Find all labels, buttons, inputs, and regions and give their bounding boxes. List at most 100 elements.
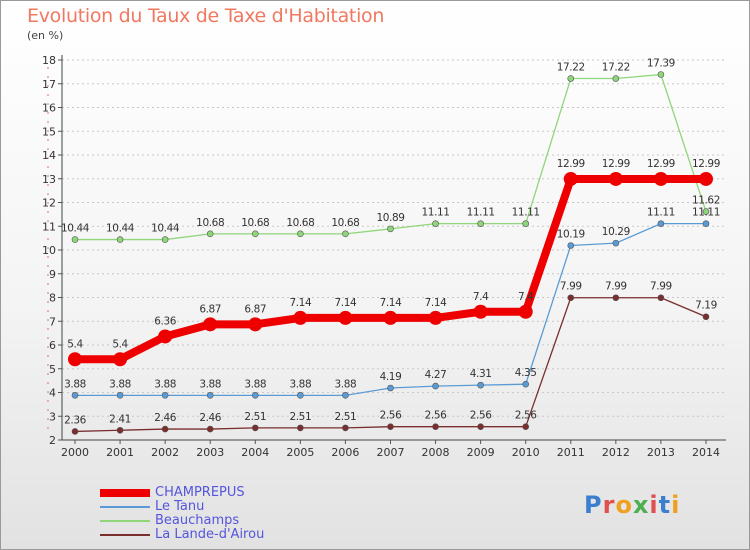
data-label: 10.44: [151, 223, 180, 235]
y-tick-label: 12: [42, 197, 56, 210]
data-label: 10.44: [106, 223, 135, 235]
data-label: 7.19: [695, 300, 717, 312]
series-line: [75, 222, 706, 397]
x-tick-label: 2012: [602, 446, 630, 459]
data-point: [251, 424, 259, 432]
axis-dot: [47, 319, 49, 321]
y-tick-label: 3: [49, 410, 56, 423]
data-label: 12.99: [602, 158, 630, 170]
data-label: 10.68: [196, 217, 224, 229]
data-point: [161, 236, 169, 243]
data-point: [251, 230, 259, 238]
axis-dot: [47, 193, 49, 195]
data-point: [297, 230, 304, 238]
axis-dot: [47, 346, 49, 348]
data-point: [428, 310, 443, 325]
x-tick-label: 2001: [106, 446, 134, 459]
data-label: 2.56: [425, 410, 447, 422]
data-point: [293, 310, 308, 325]
data-point: [387, 423, 394, 431]
data-label: 6.36: [154, 315, 176, 327]
data-point: [477, 220, 484, 227]
legend-swatch: [100, 520, 150, 522]
data-label: 7.14: [425, 297, 447, 309]
data-point: [567, 242, 575, 249]
logo-letter: t: [658, 491, 672, 519]
x-tick-label: 2010: [512, 446, 540, 459]
axis-dot: [47, 265, 49, 267]
data-point: [698, 171, 713, 186]
axis-dot: [47, 247, 49, 249]
axis-dot: [47, 157, 49, 159]
data-label: 2.51: [244, 411, 266, 423]
data-label: 4.19: [380, 371, 402, 383]
y-tick-label: 10: [42, 244, 56, 257]
x-tick-label: 2014: [692, 446, 720, 459]
data-point: [522, 423, 530, 431]
axis-dot: [47, 382, 49, 384]
logo-letter: x: [632, 491, 650, 519]
x-tick-label: 2003: [196, 446, 224, 459]
axis-dot: [47, 400, 49, 402]
data-point: [477, 381, 484, 389]
axis-dot: [47, 139, 49, 141]
data-label: 12.99: [692, 158, 720, 170]
data-label: 2.41: [109, 413, 131, 425]
data-label: 7.14: [380, 297, 402, 309]
data-label: 10.29: [602, 226, 630, 238]
data-point: [161, 425, 169, 433]
y-tick-label: 11: [42, 220, 56, 233]
y-tick-label: 9: [49, 268, 56, 281]
data-point: [522, 380, 530, 388]
data-point: [612, 294, 620, 302]
data-point: [297, 392, 304, 399]
data-point: [702, 313, 710, 321]
data-label: 11.62: [692, 195, 720, 207]
x-tick-label: 2002: [151, 446, 179, 459]
data-label: 3.88: [199, 378, 221, 390]
logo-letter: r: [602, 491, 616, 519]
data-label: 12.99: [647, 158, 675, 170]
data-label: 17.22: [602, 62, 630, 74]
legend-item: Beauchamps: [100, 513, 320, 528]
data-point: [113, 352, 128, 367]
data-point: [383, 310, 398, 325]
y-tick-label: 7: [49, 315, 56, 328]
data-point: [477, 423, 484, 431]
data-label: 5.4: [112, 338, 128, 350]
axis-dot: [47, 418, 49, 420]
axis-dot: [47, 130, 49, 132]
y-tick-label: 16: [42, 102, 56, 115]
x-tick-label: 2005: [286, 446, 314, 459]
axis-dot: [47, 427, 49, 429]
data-point: [342, 230, 349, 238]
data-label: 2.36: [64, 414, 86, 426]
data-point: [612, 75, 620, 82]
data-point: [203, 317, 218, 332]
data-point: [338, 310, 353, 325]
data-point: [161, 392, 169, 399]
x-tick-label: 2000: [61, 446, 89, 459]
data-point: [116, 236, 124, 243]
chart-title: Evolution du Taux de Taxe d'Habitation: [27, 5, 385, 27]
axis-dot: [47, 184, 49, 186]
data-label: 2.56: [470, 410, 492, 422]
axis-dot: [47, 166, 49, 168]
data-label: 3.88: [244, 378, 266, 390]
axis-dot: [47, 337, 49, 339]
data-point: [71, 392, 79, 399]
logo-letter: i: [671, 491, 681, 519]
data-label: 10.68: [241, 217, 269, 229]
data-label: 10.19: [557, 228, 585, 240]
x-tick-label: 2008: [422, 446, 450, 459]
data-label: 11.11: [692, 207, 720, 219]
data-label: 2.46: [154, 412, 176, 424]
axis-dot: [47, 148, 49, 150]
axis-dot: [47, 256, 49, 258]
data-label: 10.89: [376, 212, 404, 224]
legend-swatch: [100, 506, 150, 508]
axis-dot: [47, 355, 49, 357]
data-label: 3.88: [289, 378, 311, 390]
legend-swatch: [100, 534, 150, 536]
legend-item: CHAMPREPUS: [100, 485, 320, 500]
